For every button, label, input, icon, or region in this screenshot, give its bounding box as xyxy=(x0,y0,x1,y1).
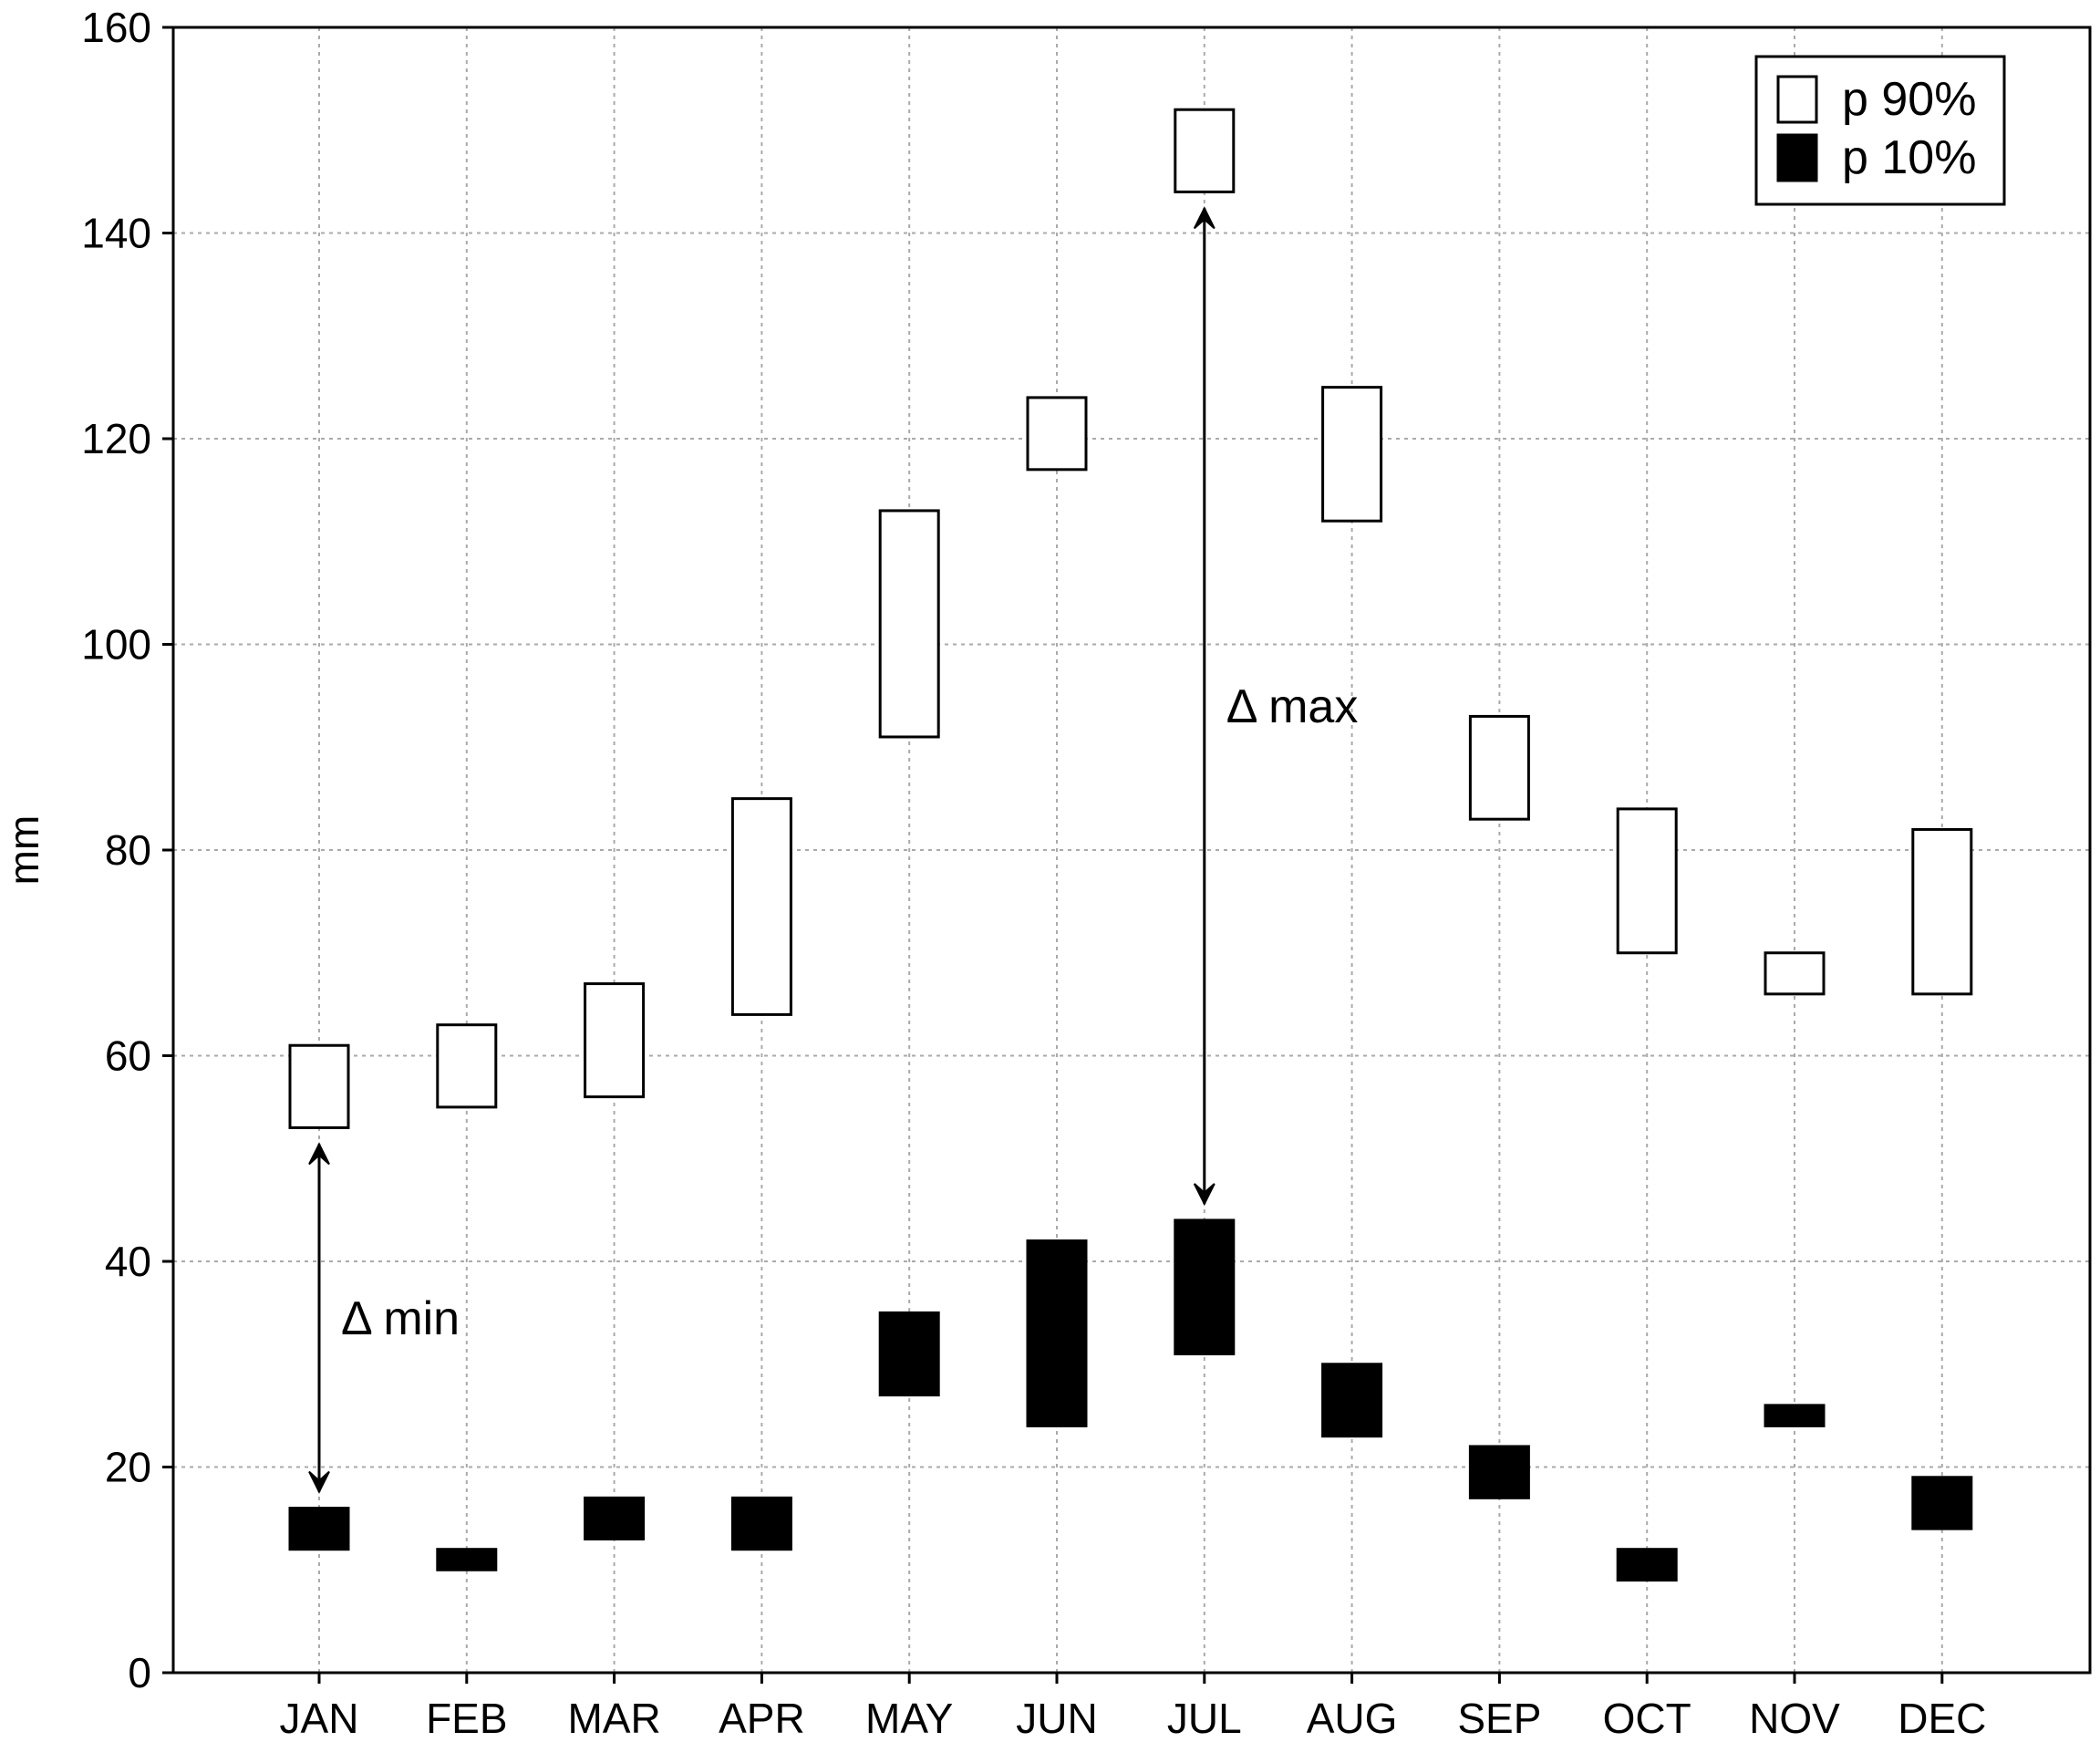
legend: p 90%p 10% xyxy=(1754,55,2006,206)
bar-p10 xyxy=(1468,1445,1530,1499)
bar-p90 xyxy=(730,797,792,1016)
x-tick-label: JUN xyxy=(1016,1695,1097,1742)
bar-p90 xyxy=(584,982,646,1099)
bar-p90 xyxy=(1616,807,1678,955)
x-tick-label: OCT xyxy=(1603,1695,1691,1742)
x-tick-label: FEB xyxy=(426,1695,507,1742)
x-tick-label: MAR xyxy=(567,1695,660,1742)
x-tick-label: NOV xyxy=(1749,1695,1840,1742)
bar-p90 xyxy=(1764,951,1826,996)
y-tick-label: 40 xyxy=(105,1238,151,1285)
bars-layer xyxy=(288,108,1973,1582)
bar-p10 xyxy=(730,1496,792,1551)
bar-p10 xyxy=(1911,1476,1973,1530)
bar-p90 xyxy=(436,1023,498,1109)
y-tick-label: 120 xyxy=(81,415,151,462)
x-tick-label: SEP xyxy=(1457,1695,1541,1742)
x-tick-label: APR xyxy=(719,1695,805,1742)
legend-label: p 10% xyxy=(1842,131,1976,184)
y-tick-label: 0 xyxy=(128,1649,151,1696)
bar-p10 xyxy=(878,1311,940,1397)
annotations-layer: Δ min Δ max xyxy=(308,206,1359,1494)
bar-p90 xyxy=(288,1043,350,1129)
y-tick-label: 160 xyxy=(81,4,151,51)
arrow-head xyxy=(308,1470,330,1494)
bar-p10 xyxy=(288,1507,350,1551)
bar-p90 xyxy=(1468,714,1530,821)
y-tick-label: 80 xyxy=(105,826,151,874)
bar-p10 xyxy=(584,1496,646,1540)
arrow-head xyxy=(1193,1183,1216,1207)
bar-p90 xyxy=(878,509,940,739)
x-tick-label: MAY xyxy=(865,1695,953,1742)
bar-p90 xyxy=(1911,827,1973,996)
bar-p90 xyxy=(1174,108,1236,193)
bar-p90 xyxy=(1026,396,1088,472)
annotation-label: Δ max xyxy=(1226,680,1359,733)
x-tick-label: JAN xyxy=(280,1695,359,1742)
y-tick-label: 140 xyxy=(81,210,151,257)
bar-p90 xyxy=(1321,386,1383,523)
bar-p10 xyxy=(1321,1363,1383,1438)
y-axis-ticks: 0 20 40 60 80 100 120 140 160 xyxy=(81,4,173,1696)
grid-lines xyxy=(173,27,2090,1673)
y-tick-label: 60 xyxy=(105,1032,151,1080)
annotation-label: Δ min xyxy=(341,1292,460,1345)
bar-p10 xyxy=(1026,1239,1088,1427)
bar-p10 xyxy=(1174,1219,1236,1355)
arrow-head xyxy=(308,1142,330,1166)
arrow-head xyxy=(1193,206,1216,230)
y-tick-label: 100 xyxy=(81,621,151,669)
bar-p10 xyxy=(1764,1404,1826,1427)
bar-p10 xyxy=(1616,1548,1678,1582)
legend-label: p 90% xyxy=(1842,73,1976,126)
y-axis-label: mm xyxy=(0,815,47,886)
legend-swatch xyxy=(1776,133,1818,182)
x-axis-ticks: JAN FEB MAR APR MAY JUN JUL AUG SEP OCT NOV DEC xyxy=(280,1673,1986,1742)
y-tick-label: 20 xyxy=(105,1444,151,1491)
x-tick-label: AUG xyxy=(1307,1695,1398,1742)
legend-swatch xyxy=(1776,75,1818,124)
x-tick-label: DEC xyxy=(1898,1695,1986,1742)
x-tick-label: JUL xyxy=(1167,1695,1242,1742)
bar-p10 xyxy=(436,1548,498,1571)
